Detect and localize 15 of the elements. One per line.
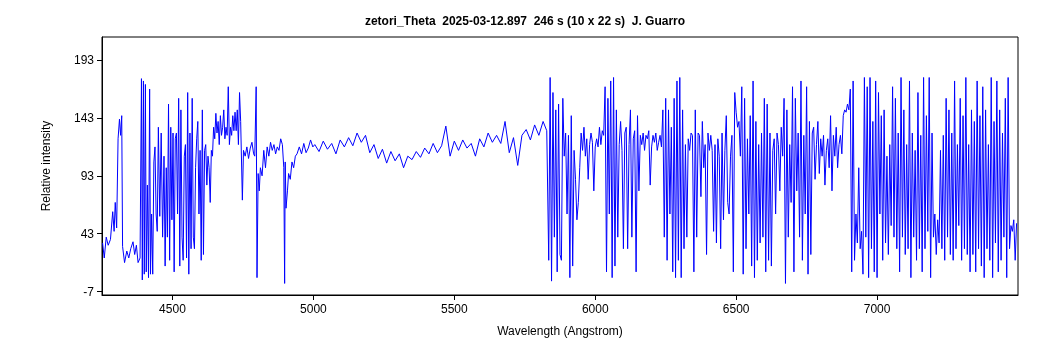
x-tick-label: 5000 (300, 302, 328, 316)
y-tick-label: 43 (80, 226, 95, 241)
x-tick-label: 4500 (159, 302, 187, 316)
line-series (102, 76, 1018, 284)
y-tick-label: 93 (80, 168, 95, 183)
x-axis-title: Wavelength (Angstrom) (497, 324, 623, 338)
y-tick-label: 143 (73, 110, 95, 125)
x-tick-label: 6000 (581, 302, 609, 316)
x-tick-label: 7000 (863, 302, 891, 316)
chart-title: zetori_Theta 2025-03-12.897 246 s (10 x 22 s) J. Guarro (364, 14, 686, 28)
y-tick-label: -7 (83, 284, 95, 299)
y-tick-label: 193 (73, 53, 95, 68)
x-tick-label: 6500 (722, 302, 750, 316)
x-tick-label: 5500 (440, 302, 468, 316)
y-axis-title: Relative intensity (39, 120, 53, 212)
